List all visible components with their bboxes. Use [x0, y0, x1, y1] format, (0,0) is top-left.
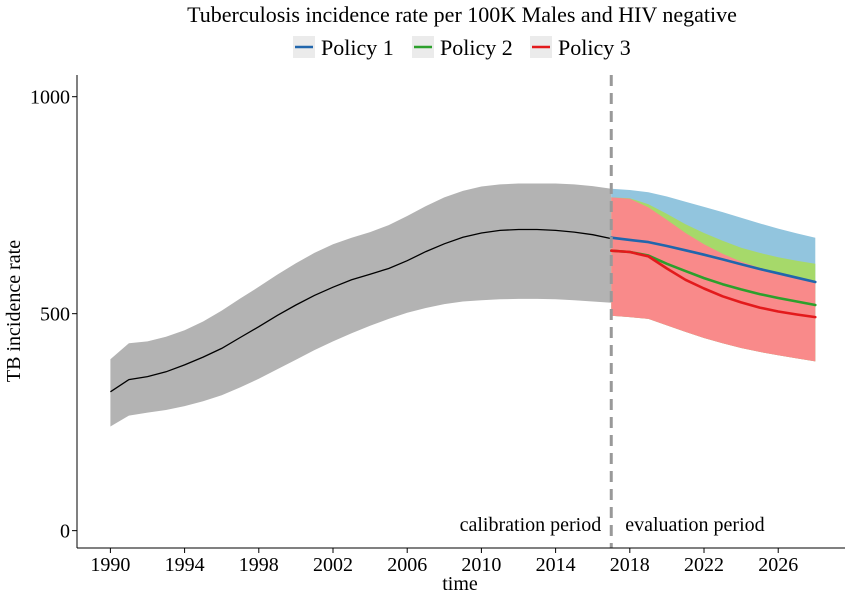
- calibration-period-label: calibration period: [460, 514, 602, 536]
- x-tick-label: 1994: [165, 554, 205, 576]
- x-tick-label: 1998: [239, 554, 279, 576]
- legend: Policy 1 Policy 2 Policy 3: [293, 35, 631, 60]
- x-axis-title: time: [442, 573, 478, 595]
- legend-label-policy-2: Policy 2: [440, 35, 513, 60]
- band-policy-3: [611, 197, 816, 362]
- calibration-band: [110, 183, 612, 427]
- x-tick-label: 2002: [313, 554, 353, 576]
- y-axis-title: TB incidence rate: [3, 240, 25, 382]
- x-tick-label: 1990: [90, 554, 130, 576]
- x-tick-label: 2026: [758, 554, 798, 576]
- x-tick-label: 2006: [387, 554, 427, 576]
- legend-label-policy-1: Policy 1: [321, 35, 394, 60]
- x-tick-label: 2018: [610, 554, 650, 576]
- series-lines: [110, 228, 817, 393]
- y-tick-label: 0: [60, 521, 70, 543]
- uncertainty-bands: [110, 183, 816, 427]
- x-tick-label: 2010: [461, 554, 501, 576]
- y-tick-label: 500: [40, 304, 70, 326]
- y-tick-label: 1000: [30, 87, 70, 109]
- x-tick-label: 2022: [684, 554, 724, 576]
- x-tick-label: 2014: [536, 554, 576, 576]
- calibration-line: [110, 228, 612, 393]
- line-policy-1: [610, 236, 817, 284]
- axes: 0 500 1000 1990 1994 1998 2002 2006 2010 2014 2018…: [30, 75, 845, 576]
- chart-title: Tuberculosis incidence rate per 100K Mal…: [187, 2, 737, 27]
- legend-label-policy-3: Policy 3: [558, 35, 631, 60]
- line-policy-3: [610, 249, 817, 319]
- evaluation-period-label: evaluation period: [625, 514, 764, 536]
